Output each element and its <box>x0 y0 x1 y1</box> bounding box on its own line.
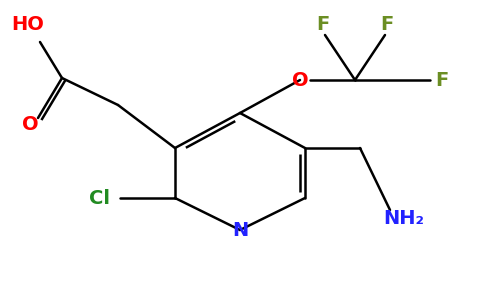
Text: Cl: Cl <box>90 188 110 208</box>
Text: N: N <box>232 220 248 239</box>
Text: F: F <box>436 70 449 89</box>
Text: O: O <box>292 70 308 89</box>
Text: O: O <box>22 115 38 134</box>
Text: F: F <box>380 16 393 34</box>
Text: HO: HO <box>12 16 45 34</box>
Text: F: F <box>317 16 330 34</box>
Text: NH₂: NH₂ <box>383 208 424 227</box>
